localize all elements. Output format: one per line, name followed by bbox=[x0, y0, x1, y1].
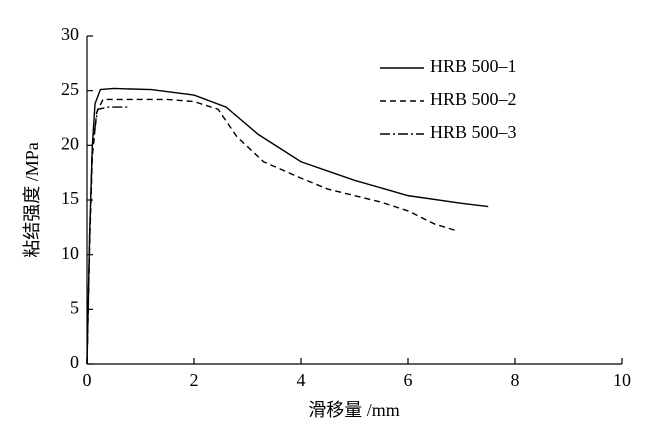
x-tick-label: 10 bbox=[613, 370, 631, 390]
x-tick-label: 2 bbox=[190, 370, 199, 390]
line-series bbox=[86, 106, 130, 365]
legend-label: HRB 500–1 bbox=[430, 56, 517, 76]
line-series bbox=[86, 98, 457, 365]
y-tick-label: 15 bbox=[61, 188, 79, 208]
line-series bbox=[86, 87, 489, 365]
y-tick-label: 20 bbox=[61, 133, 79, 153]
x-tick-label: 0 bbox=[83, 370, 92, 390]
y-tick-label: 10 bbox=[61, 243, 79, 263]
x-tick-label: 8 bbox=[511, 370, 520, 390]
y-tick-label: 0 bbox=[70, 352, 79, 372]
legend-label: HRB 500–2 bbox=[430, 89, 517, 109]
x-axis-label: 滑移量 /mm bbox=[308, 400, 400, 420]
x-tick-label: 4 bbox=[297, 370, 306, 390]
y-tick-label: 25 bbox=[61, 79, 79, 99]
x-tick-label: 6 bbox=[404, 370, 413, 390]
y-tick-label: 30 bbox=[61, 24, 79, 44]
y-tick-label: 5 bbox=[70, 297, 79, 317]
y-axis-label: 粘结强度 /MPa bbox=[22, 142, 42, 258]
legend-label: HRB 500–3 bbox=[430, 122, 517, 142]
